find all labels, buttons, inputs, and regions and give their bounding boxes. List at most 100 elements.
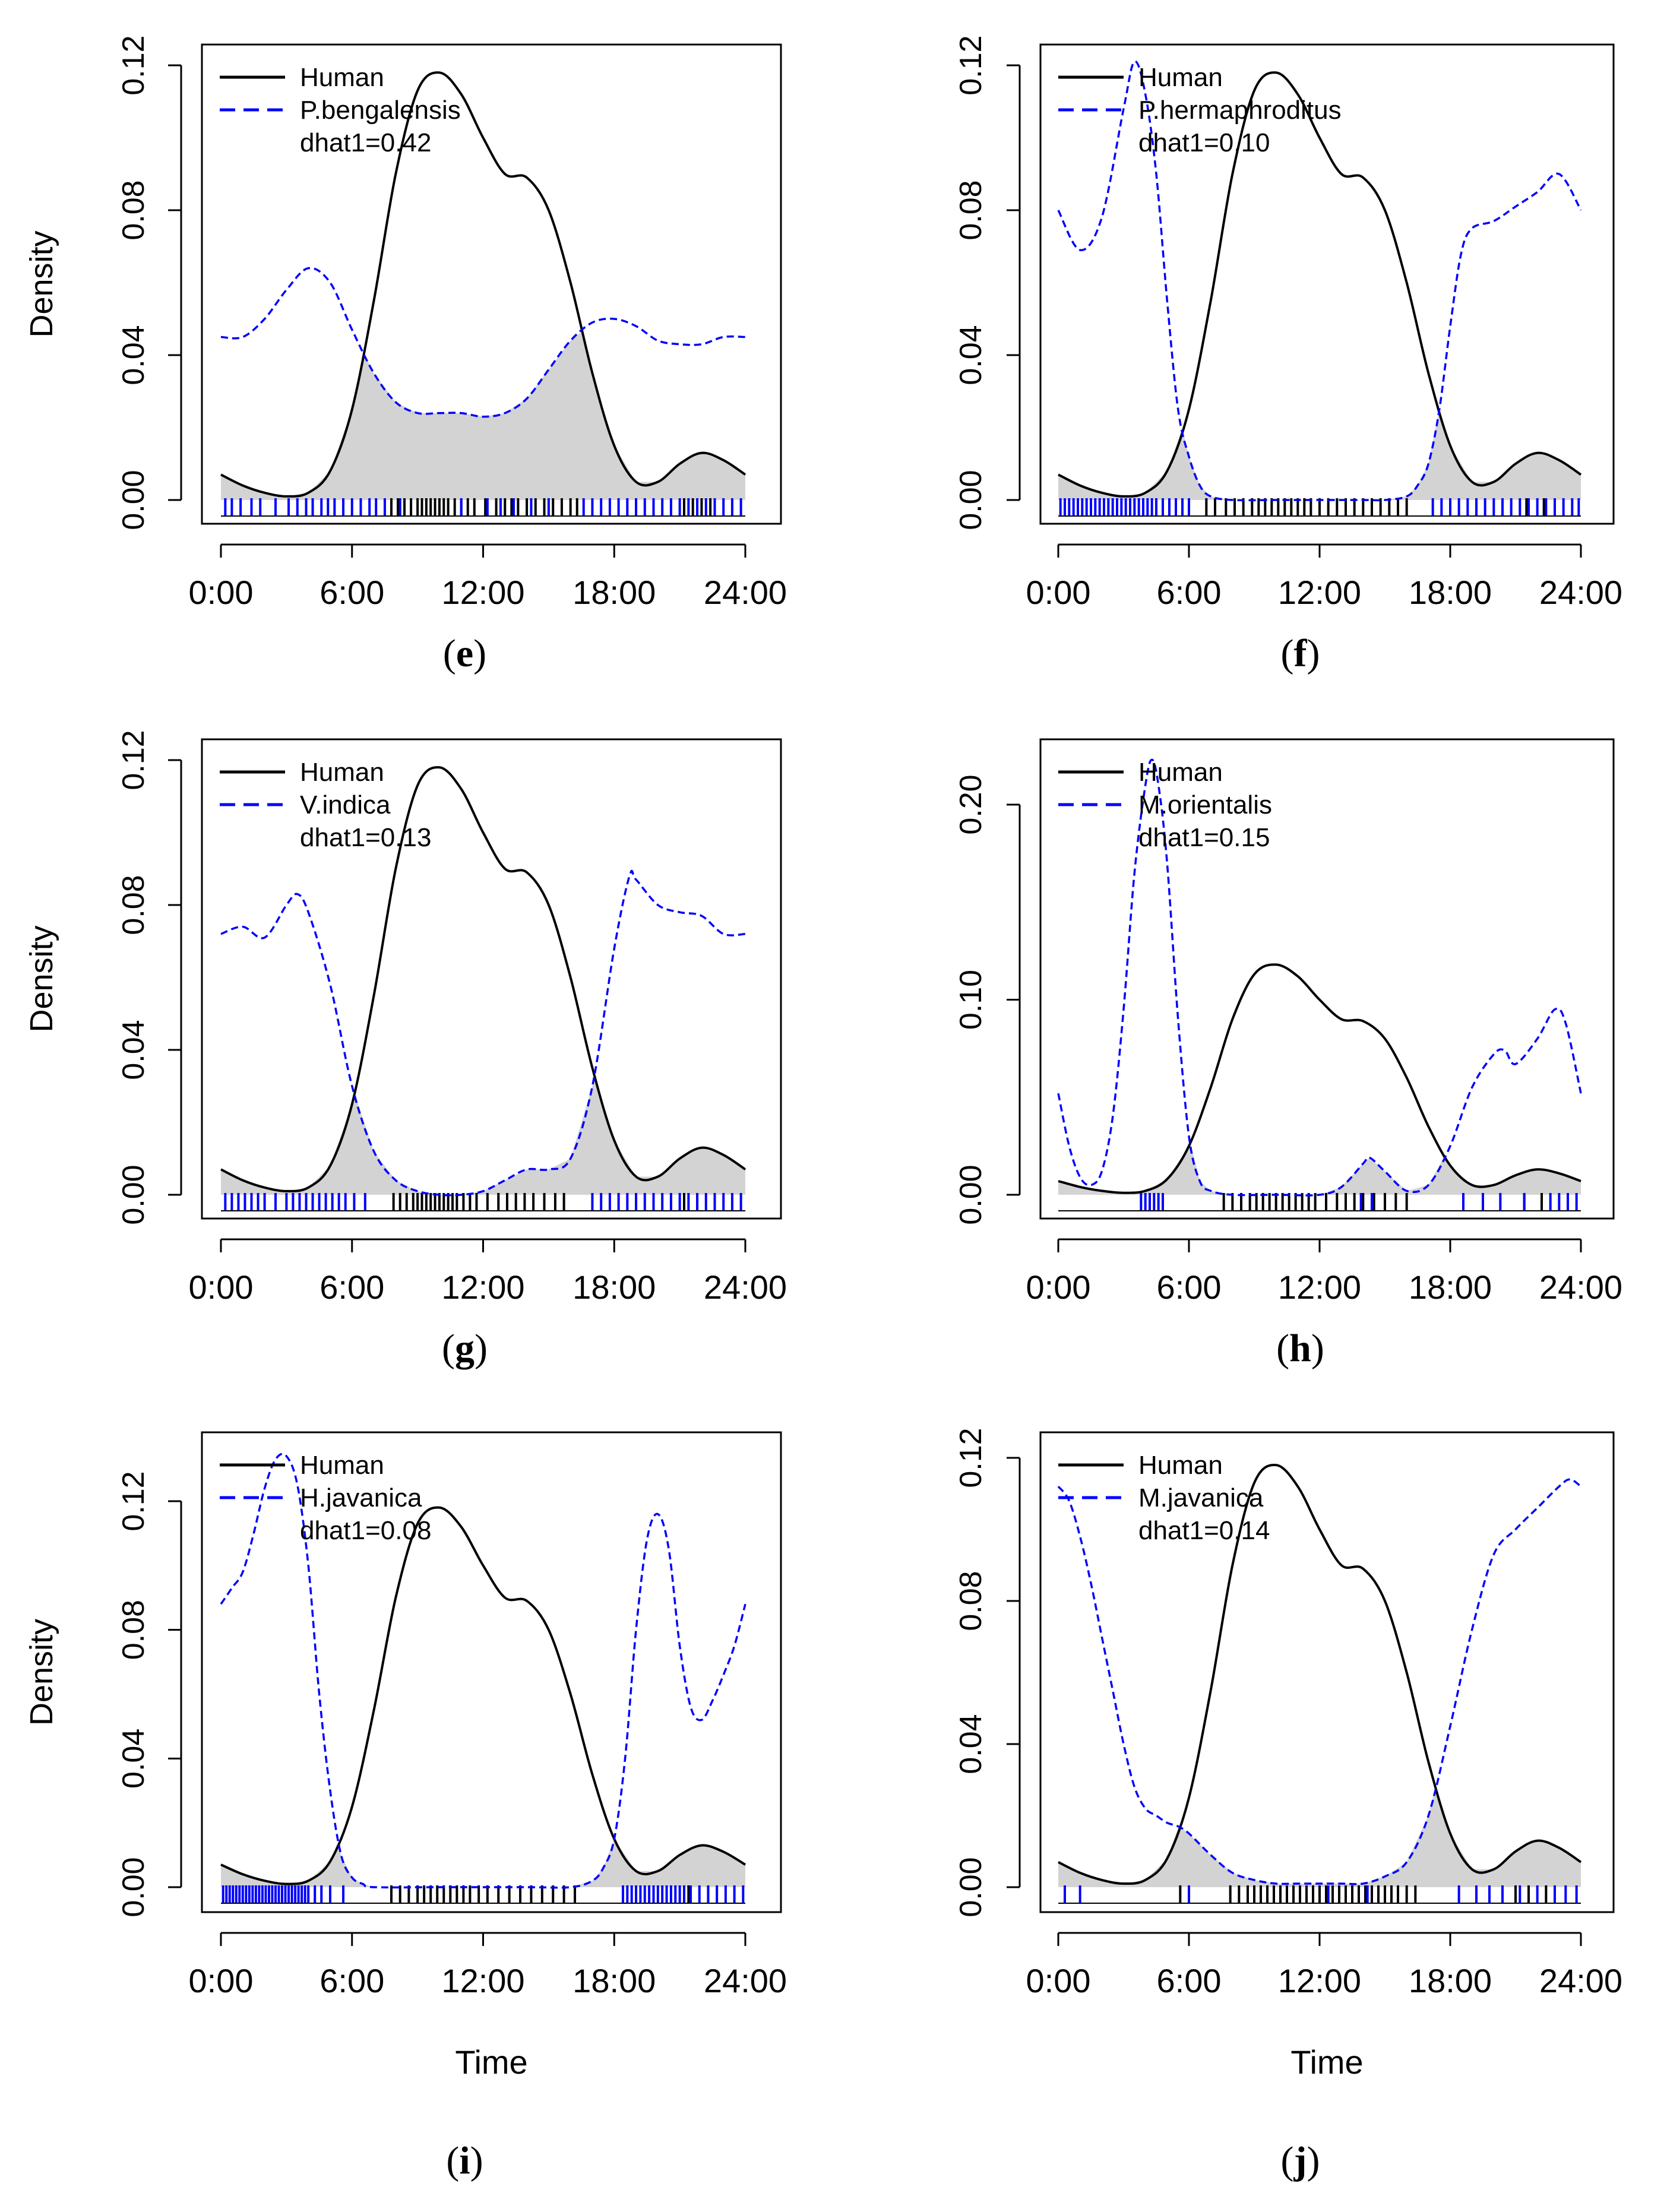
x-axis-label: Time xyxy=(1290,2043,1363,2081)
y-tick-label: 0.08 xyxy=(116,875,151,935)
species-density-line xyxy=(220,267,746,418)
x-tick-label: 18:00 xyxy=(1409,1962,1492,1999)
overlap-area xyxy=(1058,1789,1581,1887)
plot-frame xyxy=(1039,43,1615,525)
x-tick-label: 0:00 xyxy=(1026,574,1091,611)
x-tick-label: 12:00 xyxy=(441,1268,524,1306)
human-density-line xyxy=(1058,963,1581,1194)
x-tick-label: 6:00 xyxy=(1157,574,1222,611)
panel-caption: (g) xyxy=(442,1327,488,1370)
y-tick-label: 0.00 xyxy=(954,1164,988,1224)
legend-human-label: Human xyxy=(1138,758,1223,787)
y-tick-label: 0.12 xyxy=(116,35,151,95)
legend-human-label: Human xyxy=(1138,63,1223,92)
y-axis-label: Density xyxy=(24,1619,59,1726)
panel-f: 0.00 0.04 0.08 0.12 0:00 6:00 12:00 18:00 24:00 H… xyxy=(954,35,1622,675)
legend-dhat-label: dhat1=0.13 xyxy=(300,823,431,852)
legend-human-label: Human xyxy=(300,1451,384,1480)
panel-i: 0.00 0.04 0.08 0.12 Density 0:00 6:00 12:00 18:0… xyxy=(24,1431,787,2182)
x-tick-label: 24:00 xyxy=(1539,1268,1622,1306)
x-tick-label: 18:00 xyxy=(1409,574,1492,611)
y-axis-label: Density xyxy=(24,925,59,1032)
y-tick-label: 0.08 xyxy=(954,180,988,240)
y-tick-label: 0.10 xyxy=(954,970,988,1030)
overlap-area xyxy=(221,1838,745,1887)
x-tick-label: 0:00 xyxy=(189,1962,254,1999)
y-tick-label: 0.12 xyxy=(116,730,151,790)
x-tick-label: 18:00 xyxy=(572,1268,656,1306)
overlap-area xyxy=(221,331,745,500)
overlap-area xyxy=(1058,1145,1581,1195)
x-tick-label: 12:00 xyxy=(1278,1268,1361,1306)
x-axis-label: Time xyxy=(455,2043,527,2081)
human-density-line xyxy=(1058,1463,1582,1885)
y-tick-label: 0.04 xyxy=(116,325,151,385)
legend-species-label: H.javanica xyxy=(300,1483,422,1512)
species-density-line xyxy=(1057,60,1582,502)
y-tick-label: 0.12 xyxy=(954,35,988,95)
panel-caption: (e) xyxy=(443,632,486,675)
species-density-line xyxy=(220,869,746,1197)
x-tick-label: 12:00 xyxy=(1278,574,1361,611)
plot-frame xyxy=(1039,1431,1615,1913)
y-tick-label: 0.12 xyxy=(954,1428,988,1488)
x-tick-label: 24:00 xyxy=(1539,574,1622,611)
y-tick-label: 0.04 xyxy=(954,1714,988,1774)
legend-dhat-label: dhat1=0.10 xyxy=(1138,128,1270,157)
y-tick-label: 0.08 xyxy=(954,1571,988,1631)
x-tick-label: 0:00 xyxy=(189,1268,254,1306)
x-tick-label: 12:00 xyxy=(1278,1962,1361,1999)
y-tick-label: 0.04 xyxy=(954,325,988,385)
x-tick-label: 0:00 xyxy=(189,574,254,611)
y-tick-label: 0.00 xyxy=(116,1164,151,1224)
panel-caption: (h) xyxy=(1276,1327,1324,1370)
x-tick-label: 18:00 xyxy=(1409,1268,1492,1306)
y-tick-label: 0.20 xyxy=(954,774,988,834)
species-density-line xyxy=(1057,1478,1582,1885)
species-density-line xyxy=(1057,758,1582,1197)
y-tick-label: 0.04 xyxy=(116,1729,151,1789)
y-tick-label: 0.00 xyxy=(954,1857,988,1917)
y-tick-label: 0.12 xyxy=(116,1471,151,1531)
x-tick-label: 24:00 xyxy=(704,574,787,611)
plot-frame xyxy=(1039,738,1615,1220)
panel-caption: (j) xyxy=(1281,2139,1320,2182)
x-tick-label: 12:00 xyxy=(441,574,524,611)
y-tick-label: 0.08 xyxy=(116,180,151,240)
legend-human-label: Human xyxy=(300,63,384,92)
legend-species-label: M.javanica xyxy=(1138,1483,1264,1512)
x-tick-label: 0:00 xyxy=(1026,1962,1091,1999)
y-tick-label: 0.04 xyxy=(116,1020,151,1080)
panel-h: 0.00 0.10 0.20 0:00 6:00 12:00 18:00 24:00 Human… xyxy=(954,738,1622,1370)
panel-g: 0.00 0.04 0.08 0.12 Density 0:00 6:00 12:00 18:0… xyxy=(24,730,787,1370)
x-tick-label: 6:00 xyxy=(320,1268,384,1306)
y-tick-label: 0.08 xyxy=(116,1600,151,1660)
legend-dhat-label: dhat1=0.42 xyxy=(300,128,431,157)
y-tick-label: 0.00 xyxy=(116,1857,151,1917)
panel-caption: (i) xyxy=(446,2139,483,2182)
species-density-line xyxy=(220,1452,746,1889)
overlap-area xyxy=(1058,409,1581,500)
human-density-line xyxy=(1058,71,1582,498)
panel-e: 0.00 0.04 0.08 0.12 Density 0:00 6:00 12:00 18:0… xyxy=(24,35,787,675)
x-tick-label: 12:00 xyxy=(441,1962,524,1999)
y-tick-label: 0.00 xyxy=(954,470,988,530)
plot-frame xyxy=(201,43,782,525)
panel-j: 0.00 0.04 0.08 0.12 0:00 6:00 12:00 18:00 24:00 T… xyxy=(954,1428,1622,2182)
legend-dhat-label: dhat1=0.15 xyxy=(1138,823,1270,852)
x-tick-label: 24:00 xyxy=(704,1962,787,1999)
plot-frame xyxy=(201,1431,782,1913)
x-tick-label: 6:00 xyxy=(320,1962,384,1999)
legend-human-label: Human xyxy=(300,758,384,787)
legend-species-label: P.bengalensis xyxy=(300,96,461,125)
legend-species-label: P.hermaphroditus xyxy=(1138,96,1342,125)
x-tick-label: 18:00 xyxy=(572,1962,656,1999)
overlap-area xyxy=(221,1075,745,1195)
x-tick-label: 6:00 xyxy=(320,574,384,611)
x-tick-label: 0:00 xyxy=(1026,1268,1091,1306)
panel-caption: (f) xyxy=(1281,632,1320,675)
human-density-line xyxy=(220,1506,746,1885)
legend-species-label: M.orientalis xyxy=(1138,790,1272,819)
human-density-line xyxy=(220,766,746,1192)
